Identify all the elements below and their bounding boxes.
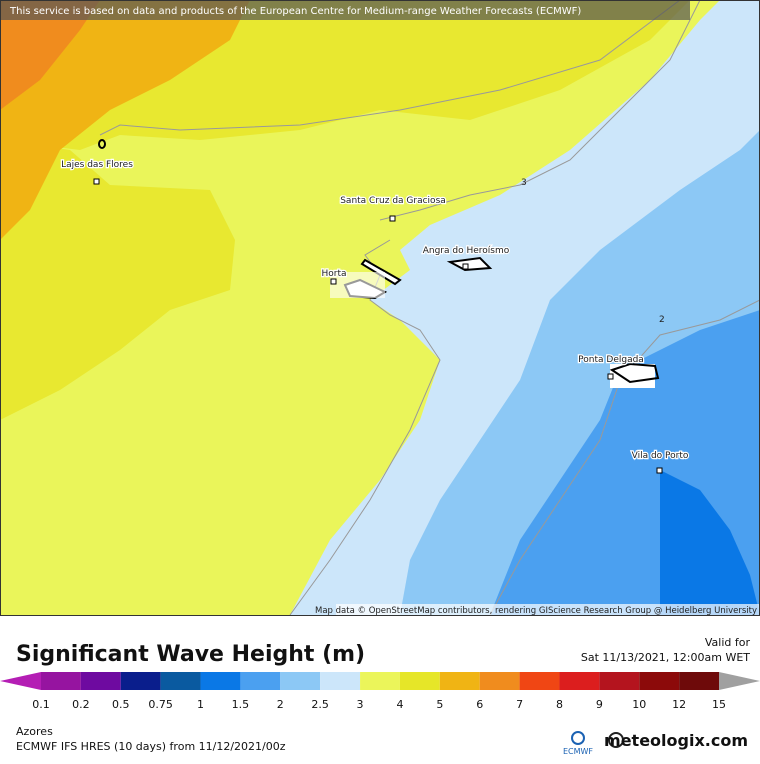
attribution-bar xyxy=(0,0,690,20)
place-label: Santa Cruz da Graciosa xyxy=(340,196,446,206)
colorbar-segment xyxy=(639,672,680,690)
place-label: Vila do Porto xyxy=(632,451,689,461)
colorbar-label: 7 xyxy=(516,698,523,711)
colorbar-label: 5 xyxy=(436,698,443,711)
colorbar: 0.1 0.2 0.5 0.75 1 1.5 2 2.5 3 4 5 6 7 8 9 10 12 15 xyxy=(0,672,760,711)
contour-line xyxy=(379,0,701,221)
valid-label: Valid for xyxy=(705,636,751,649)
colorbar-label: 10 xyxy=(632,698,646,711)
colorbar-segment xyxy=(439,672,480,690)
brand-logo xyxy=(608,732,624,748)
sea-1-1.5 xyxy=(660,470,760,615)
place-label: Horta xyxy=(321,269,346,279)
colorbar-label: 1.5 xyxy=(232,698,250,711)
sea-6-7 xyxy=(0,0,100,110)
colorbar-segment xyxy=(240,672,281,690)
place-label: Lajes das Flores xyxy=(61,160,133,170)
colorbar-label: 15 xyxy=(712,698,726,711)
colorbar-label: 8 xyxy=(556,698,563,711)
sea-4-5 xyxy=(0,140,235,420)
colorbar-segment xyxy=(160,672,201,690)
colorbar-segment xyxy=(80,672,121,690)
contour-line xyxy=(99,0,681,136)
city-marker xyxy=(656,467,663,474)
colorbar-segment xyxy=(479,672,520,690)
colorbar-segment xyxy=(280,672,321,690)
model-info: ECMWF IFS HRES (10 days) from 11/12/2021… xyxy=(16,740,286,753)
colorbar-segment xyxy=(599,672,640,690)
city-marker xyxy=(389,215,396,222)
colorbar-segment xyxy=(519,672,560,690)
brand: meteologix.com xyxy=(604,731,748,750)
city-marker xyxy=(330,278,337,285)
island-area xyxy=(330,272,385,298)
colorbar-label: 6 xyxy=(476,698,483,711)
colorbar-segment xyxy=(41,672,81,690)
island xyxy=(98,139,106,149)
colorbar-label: 9 xyxy=(596,698,603,711)
attribution: This service is based on data and produc… xyxy=(9,6,581,17)
map-credit: Map data © OpenStreetMap contributors, r… xyxy=(315,606,757,616)
legend-title: Significant Wave Height (m) xyxy=(16,642,365,667)
credit-bar xyxy=(336,604,760,615)
colorbar-label: 3 xyxy=(357,698,364,711)
colorbar-label: 1 xyxy=(197,698,204,711)
contour-line xyxy=(489,299,760,616)
colorbar-segment xyxy=(399,672,440,690)
place-label: Ponta Delgada xyxy=(578,355,644,365)
sea-5-6 xyxy=(0,0,250,240)
city-marker xyxy=(462,263,469,270)
colorbar-segment xyxy=(679,672,719,690)
colorbar-label: 4 xyxy=(396,698,403,711)
island xyxy=(446,256,493,272)
contour-label: 3 xyxy=(521,178,527,188)
region: Azores xyxy=(16,725,53,738)
colorbar-label: 0.5 xyxy=(112,698,130,711)
colorbar-segment xyxy=(360,672,400,690)
map: Lajes das Flores Santa Cruz da Graciosa … xyxy=(0,0,760,616)
colorbar-segment xyxy=(200,672,241,690)
place-label: Angra do Heroísmo xyxy=(423,246,510,256)
colorbar-segment xyxy=(320,672,361,690)
city-marker xyxy=(93,178,100,185)
ecmwf-label: ECMWF xyxy=(563,747,593,756)
valid-time: Sat 11/13/2021, 12:00am WET xyxy=(581,651,750,664)
colorbar-segment xyxy=(120,672,161,690)
colorbar-label: 0.1 xyxy=(32,698,50,711)
island xyxy=(609,362,660,384)
colorbar-label: 2 xyxy=(277,698,284,711)
colorbar-label: 2.5 xyxy=(311,698,329,711)
colorbar-label: 0.2 xyxy=(72,698,90,711)
colorbar-label: 12 xyxy=(672,698,686,711)
colorbar-label: 0.75 xyxy=(148,698,173,711)
colorbar-end xyxy=(719,672,760,690)
city-marker xyxy=(607,373,614,380)
contour-label: 2 xyxy=(659,315,665,325)
ecmwf-logo xyxy=(571,731,585,745)
colorbar-segment xyxy=(559,672,600,690)
colorbar-end xyxy=(0,672,41,690)
